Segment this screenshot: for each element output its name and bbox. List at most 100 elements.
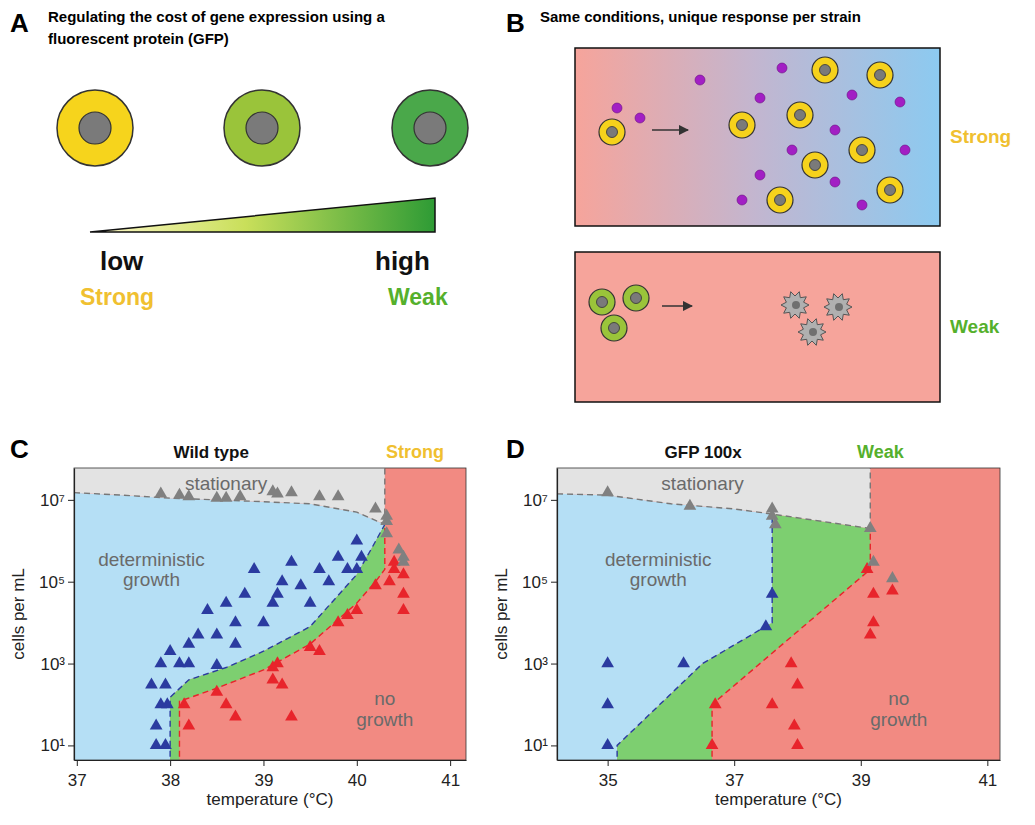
data-point	[601, 738, 614, 749]
high-label: high	[375, 246, 430, 276]
molecule	[635, 113, 645, 123]
data-point	[886, 583, 899, 594]
cell	[392, 90, 468, 166]
data-point	[397, 555, 410, 566]
data-point	[759, 619, 772, 630]
data-point	[285, 485, 298, 496]
culture-box	[575, 48, 940, 226]
data-point	[304, 640, 317, 651]
data-point	[182, 656, 195, 667]
tick-mark	[861, 760, 862, 766]
data-point	[271, 656, 284, 667]
cell	[623, 285, 649, 311]
region-label: stationary	[185, 473, 268, 494]
cell-nucleus	[792, 301, 800, 309]
cell-nucleus	[246, 112, 278, 144]
tick: 40	[348, 760, 367, 790]
tick-label: 10⁵	[522, 573, 548, 592]
data-point	[229, 709, 242, 720]
region-growth	[74, 493, 385, 760]
tick-mark	[551, 664, 557, 665]
data-point	[383, 574, 396, 585]
tick: 39	[852, 760, 871, 790]
cell-nucleus	[631, 293, 642, 304]
panel-letter: D	[506, 434, 525, 464]
tick-label: 37	[725, 771, 744, 790]
data-point	[145, 678, 158, 689]
data-point	[271, 487, 284, 498]
molecule	[737, 195, 747, 205]
data-point	[313, 644, 326, 655]
data-point	[276, 678, 289, 689]
molecule	[755, 170, 765, 180]
data-point	[791, 738, 804, 749]
cell-nucleus	[810, 160, 821, 171]
data-point	[684, 499, 697, 510]
data-point	[159, 678, 172, 689]
cell-nucleus	[809, 328, 817, 336]
panel-letter: B	[506, 8, 525, 38]
cell	[57, 90, 133, 166]
tick: 38	[161, 760, 180, 790]
boundary-no-growth	[712, 528, 870, 760]
molecule	[895, 97, 905, 107]
data-point	[238, 587, 251, 598]
data-point	[864, 628, 877, 639]
data-point	[601, 697, 614, 708]
strong-label: Strong	[950, 126, 1011, 147]
molecule	[900, 145, 910, 155]
chart-title: Wild type	[173, 443, 248, 462]
data-point	[220, 596, 233, 607]
panel-title: Regulating the cost of gene expression u…	[48, 8, 385, 47]
data-point	[709, 697, 722, 708]
data-point	[706, 738, 719, 749]
tick: 10⁷	[523, 491, 557, 510]
data-point	[380, 526, 393, 537]
region-label: stationary	[661, 473, 744, 494]
tick-label: 35	[599, 771, 618, 790]
data-point	[355, 550, 368, 561]
molecule	[857, 200, 867, 210]
data-point	[350, 562, 363, 573]
tick-mark	[551, 745, 557, 746]
molecule	[777, 63, 787, 73]
axis-line	[557, 469, 558, 761]
molecule	[695, 75, 705, 85]
tick-mark	[987, 760, 988, 766]
data-point	[285, 709, 298, 720]
plot-area	[74, 468, 466, 760]
boundary-stationary	[870, 468, 871, 528]
tick-label: 39	[255, 771, 274, 790]
molecule	[830, 177, 840, 187]
cell-nucleus	[775, 195, 786, 206]
tick: 35	[599, 760, 618, 790]
region-label: nogrowth	[870, 688, 927, 730]
axis-line	[558, 760, 1001, 761]
cell	[867, 62, 893, 88]
data-point	[271, 587, 284, 598]
tick-mark	[68, 745, 74, 746]
plot-area	[557, 468, 1000, 760]
tick-label: 39	[852, 771, 871, 790]
cell	[877, 177, 903, 203]
data-point	[677, 656, 690, 667]
tick-mark	[357, 760, 358, 766]
data-point	[182, 719, 195, 730]
data-point	[369, 578, 382, 589]
data-point	[322, 574, 335, 585]
culture-box	[575, 252, 940, 402]
data-point	[886, 571, 899, 582]
data-point	[380, 514, 393, 525]
x-axis-title: temperature (°C)	[207, 790, 334, 809]
data-point	[248, 562, 261, 573]
data-point	[294, 578, 307, 589]
cell	[601, 315, 627, 341]
cell-nucleus	[597, 297, 608, 308]
cell-nucleus	[795, 110, 806, 121]
data-point	[154, 656, 167, 667]
tick: 37	[725, 760, 744, 790]
data-point	[150, 719, 163, 730]
tick-mark	[170, 760, 171, 766]
panel-letter: C	[10, 434, 29, 464]
low-label: low	[100, 246, 144, 276]
